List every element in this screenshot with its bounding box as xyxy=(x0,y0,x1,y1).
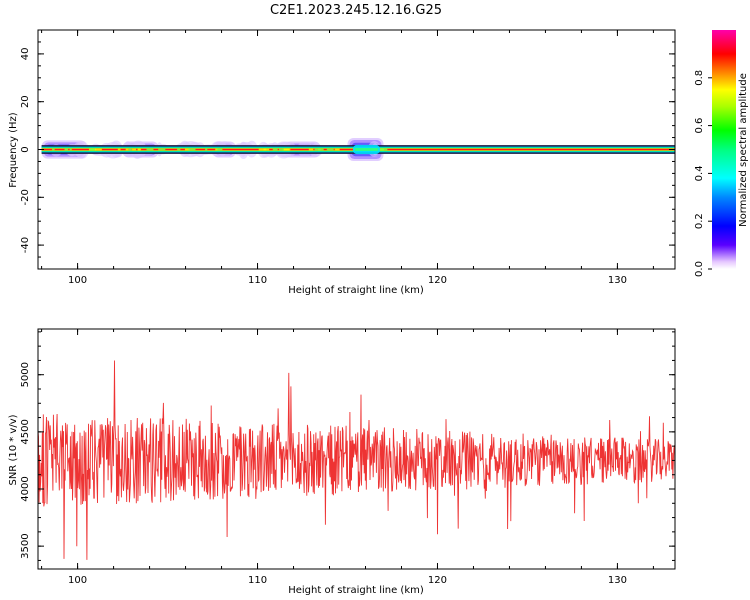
band-core-gap xyxy=(326,148,334,151)
spectrogram-xlabel: Height of straight line (km) xyxy=(288,285,424,296)
band-core-gap xyxy=(215,148,218,151)
band-core-gap xyxy=(69,148,72,151)
band-core-gap xyxy=(334,148,340,151)
snr-frame xyxy=(37,328,676,570)
spectrogram-band xyxy=(41,137,675,162)
band-core-gap xyxy=(177,148,181,151)
band-core-gap xyxy=(117,148,121,151)
band-core-gap xyxy=(278,148,285,151)
colorbar: 0.0 0.2 0.4 0.6 0.8 Normalized spectral ampl… xyxy=(694,30,749,277)
snr-ticks: 100 110 120 130 3500 4000 4500 5000 xyxy=(20,329,675,586)
x-tick-label: 110 xyxy=(248,575,267,586)
band-core-gap xyxy=(64,148,69,151)
y-tick-label: 3500 xyxy=(20,533,31,558)
x-tick-label: 110 xyxy=(248,275,267,286)
colorbar-gradient xyxy=(712,30,736,269)
band-core-gap xyxy=(158,148,166,151)
colorbar-tick-label: 0.4 xyxy=(694,165,705,181)
y-tick-label: 40 xyxy=(20,48,31,61)
band-core-gap xyxy=(263,148,270,151)
band-core-gap xyxy=(188,148,196,151)
colorbar-tick-label: 0.2 xyxy=(694,213,705,229)
colorbar-tick-label: 0.8 xyxy=(694,70,705,86)
band-core-gap xyxy=(125,148,129,151)
band-core-gap xyxy=(205,148,208,151)
figure-title: C2E1.2023.245.12.16.G25 xyxy=(270,3,442,18)
x-tick-label: 100 xyxy=(68,575,87,586)
band-core-gap xyxy=(52,148,55,151)
y-tick-label: 4000 xyxy=(20,476,31,501)
colorbar-tick-label: 0.0 xyxy=(694,261,705,277)
band-core-gap xyxy=(138,148,142,151)
x-tick-label: 120 xyxy=(428,575,447,586)
y-tick-label: -20 xyxy=(20,189,31,205)
y-tick-label: 0 xyxy=(20,146,31,152)
band-core-gap xyxy=(272,148,278,151)
snr-series-line xyxy=(38,360,675,560)
snr-ylabel: SNR (10 * v/v) xyxy=(8,414,19,485)
x-tick-label: 120 xyxy=(428,275,447,286)
spectrogram-panel: 100 110 120 130 -40 -20 0 20 40 Height of straig… xyxy=(8,29,676,296)
band-core-gap xyxy=(377,148,385,151)
band-core-gap xyxy=(216,148,223,151)
y-tick-label: 5000 xyxy=(20,362,31,387)
band-core-gap xyxy=(146,148,154,151)
y-tick-label: 20 xyxy=(20,95,31,108)
band-core-gap xyxy=(258,148,267,151)
spectrogram-ylabel: Frequency (Hz) xyxy=(8,112,19,188)
band-widening-core xyxy=(354,148,378,151)
band-core-gap xyxy=(184,148,190,151)
band-core-gap xyxy=(284,148,291,151)
snr-panel: 100 110 120 130 3500 4000 4500 5000 Height of s… xyxy=(8,328,676,596)
band-core-gap xyxy=(132,148,137,151)
y-tick-label: -40 xyxy=(20,237,31,253)
band-core-gap xyxy=(308,148,314,151)
band-core-gap xyxy=(90,148,94,151)
band-core-gap xyxy=(314,148,321,151)
x-tick-label: 100 xyxy=(68,275,87,286)
band-core-gap xyxy=(318,148,324,151)
colorbar-tick-label: 0.6 xyxy=(694,118,705,134)
colorbar-label: Normalized spectral amplitude xyxy=(738,73,749,227)
snr-xlabel: Height of straight line (km) xyxy=(288,585,424,596)
colorbar-ticks: 0.0 0.2 0.4 0.6 0.8 xyxy=(694,70,712,277)
band-core-gap xyxy=(128,148,132,151)
y-tick-label: 4500 xyxy=(20,419,31,444)
x-tick-label: 130 xyxy=(608,575,627,586)
band-core-gap xyxy=(95,148,102,151)
spectrogram-ticks: 100 110 120 130 -40 -20 0 20 40 xyxy=(20,29,675,286)
x-tick-label: 130 xyxy=(608,275,627,286)
